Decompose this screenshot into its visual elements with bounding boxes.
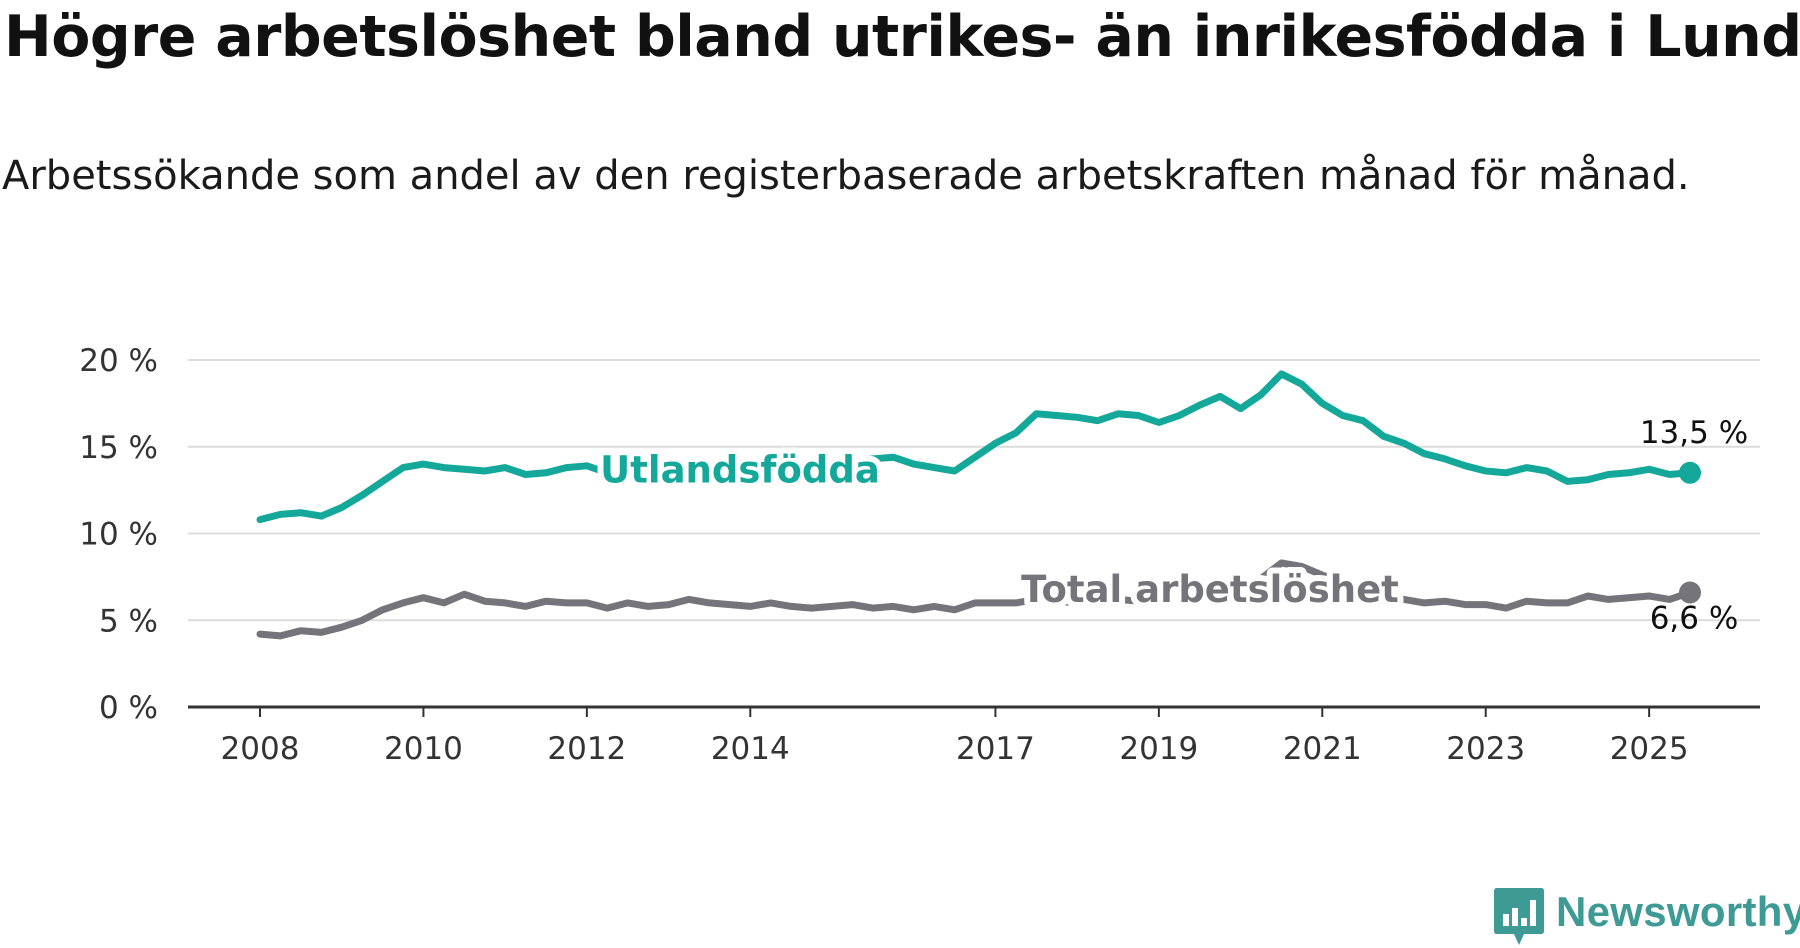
- series-end-label: 13,5 %: [1640, 415, 1748, 451]
- series-line: [256, 559, 1694, 640]
- series-end-marker: [1679, 461, 1701, 484]
- y-tick-label: 15 %: [79, 430, 158, 466]
- newsworthy-logo-icon: [1494, 888, 1544, 945]
- x-tick-label: 2021: [1283, 731, 1362, 767]
- x-tick-label: 2012: [547, 731, 626, 767]
- series-end-label: 6,6 %: [1650, 600, 1739, 636]
- series-line: [256, 370, 1694, 524]
- brand-name: Newsworthy: [1556, 888, 1800, 935]
- x-tick-label: 2025: [1610, 731, 1689, 767]
- series-label-halo: Utlandsfödda: [600, 448, 880, 491]
- x-tick-label: 2019: [1119, 731, 1198, 767]
- gridlines: [188, 359, 1760, 709]
- series-label: Total arbetslöshet: [1021, 568, 1399, 611]
- series-lines: [256, 370, 1701, 640]
- chart-title: Högre arbetslöshet bland utrikes- än inr…: [4, 4, 1800, 70]
- x-tick-label: 2010: [384, 731, 463, 767]
- x-axis-ticks: 2008 2010 2012 2014 2017 2019 2021 2023 2025: [221, 707, 1689, 767]
- x-tick-label: 2008: [221, 731, 300, 767]
- x-tick-label: 2023: [1446, 731, 1525, 767]
- y-axis-ticks: 0 % 5 % 10 % 15 % 20 %: [79, 343, 158, 726]
- chart-subtitle: Arbetssökande som andel av den registerb…: [2, 153, 1690, 199]
- series-end-marker: [1679, 581, 1701, 604]
- y-tick-label: 10 %: [79, 517, 158, 553]
- series-label: Utlandsfödda: [600, 448, 880, 491]
- x-tick-label: 2017: [956, 731, 1035, 767]
- brand-logo: Newsworthy: [1494, 888, 1800, 948]
- x-tick-label: 2014: [711, 731, 790, 767]
- series-label-halo: Total arbetslöshet: [1021, 568, 1399, 611]
- y-tick-label: 5 %: [99, 603, 158, 639]
- y-tick-label: 0 %: [99, 690, 158, 726]
- y-tick-label: 20 %: [79, 343, 158, 379]
